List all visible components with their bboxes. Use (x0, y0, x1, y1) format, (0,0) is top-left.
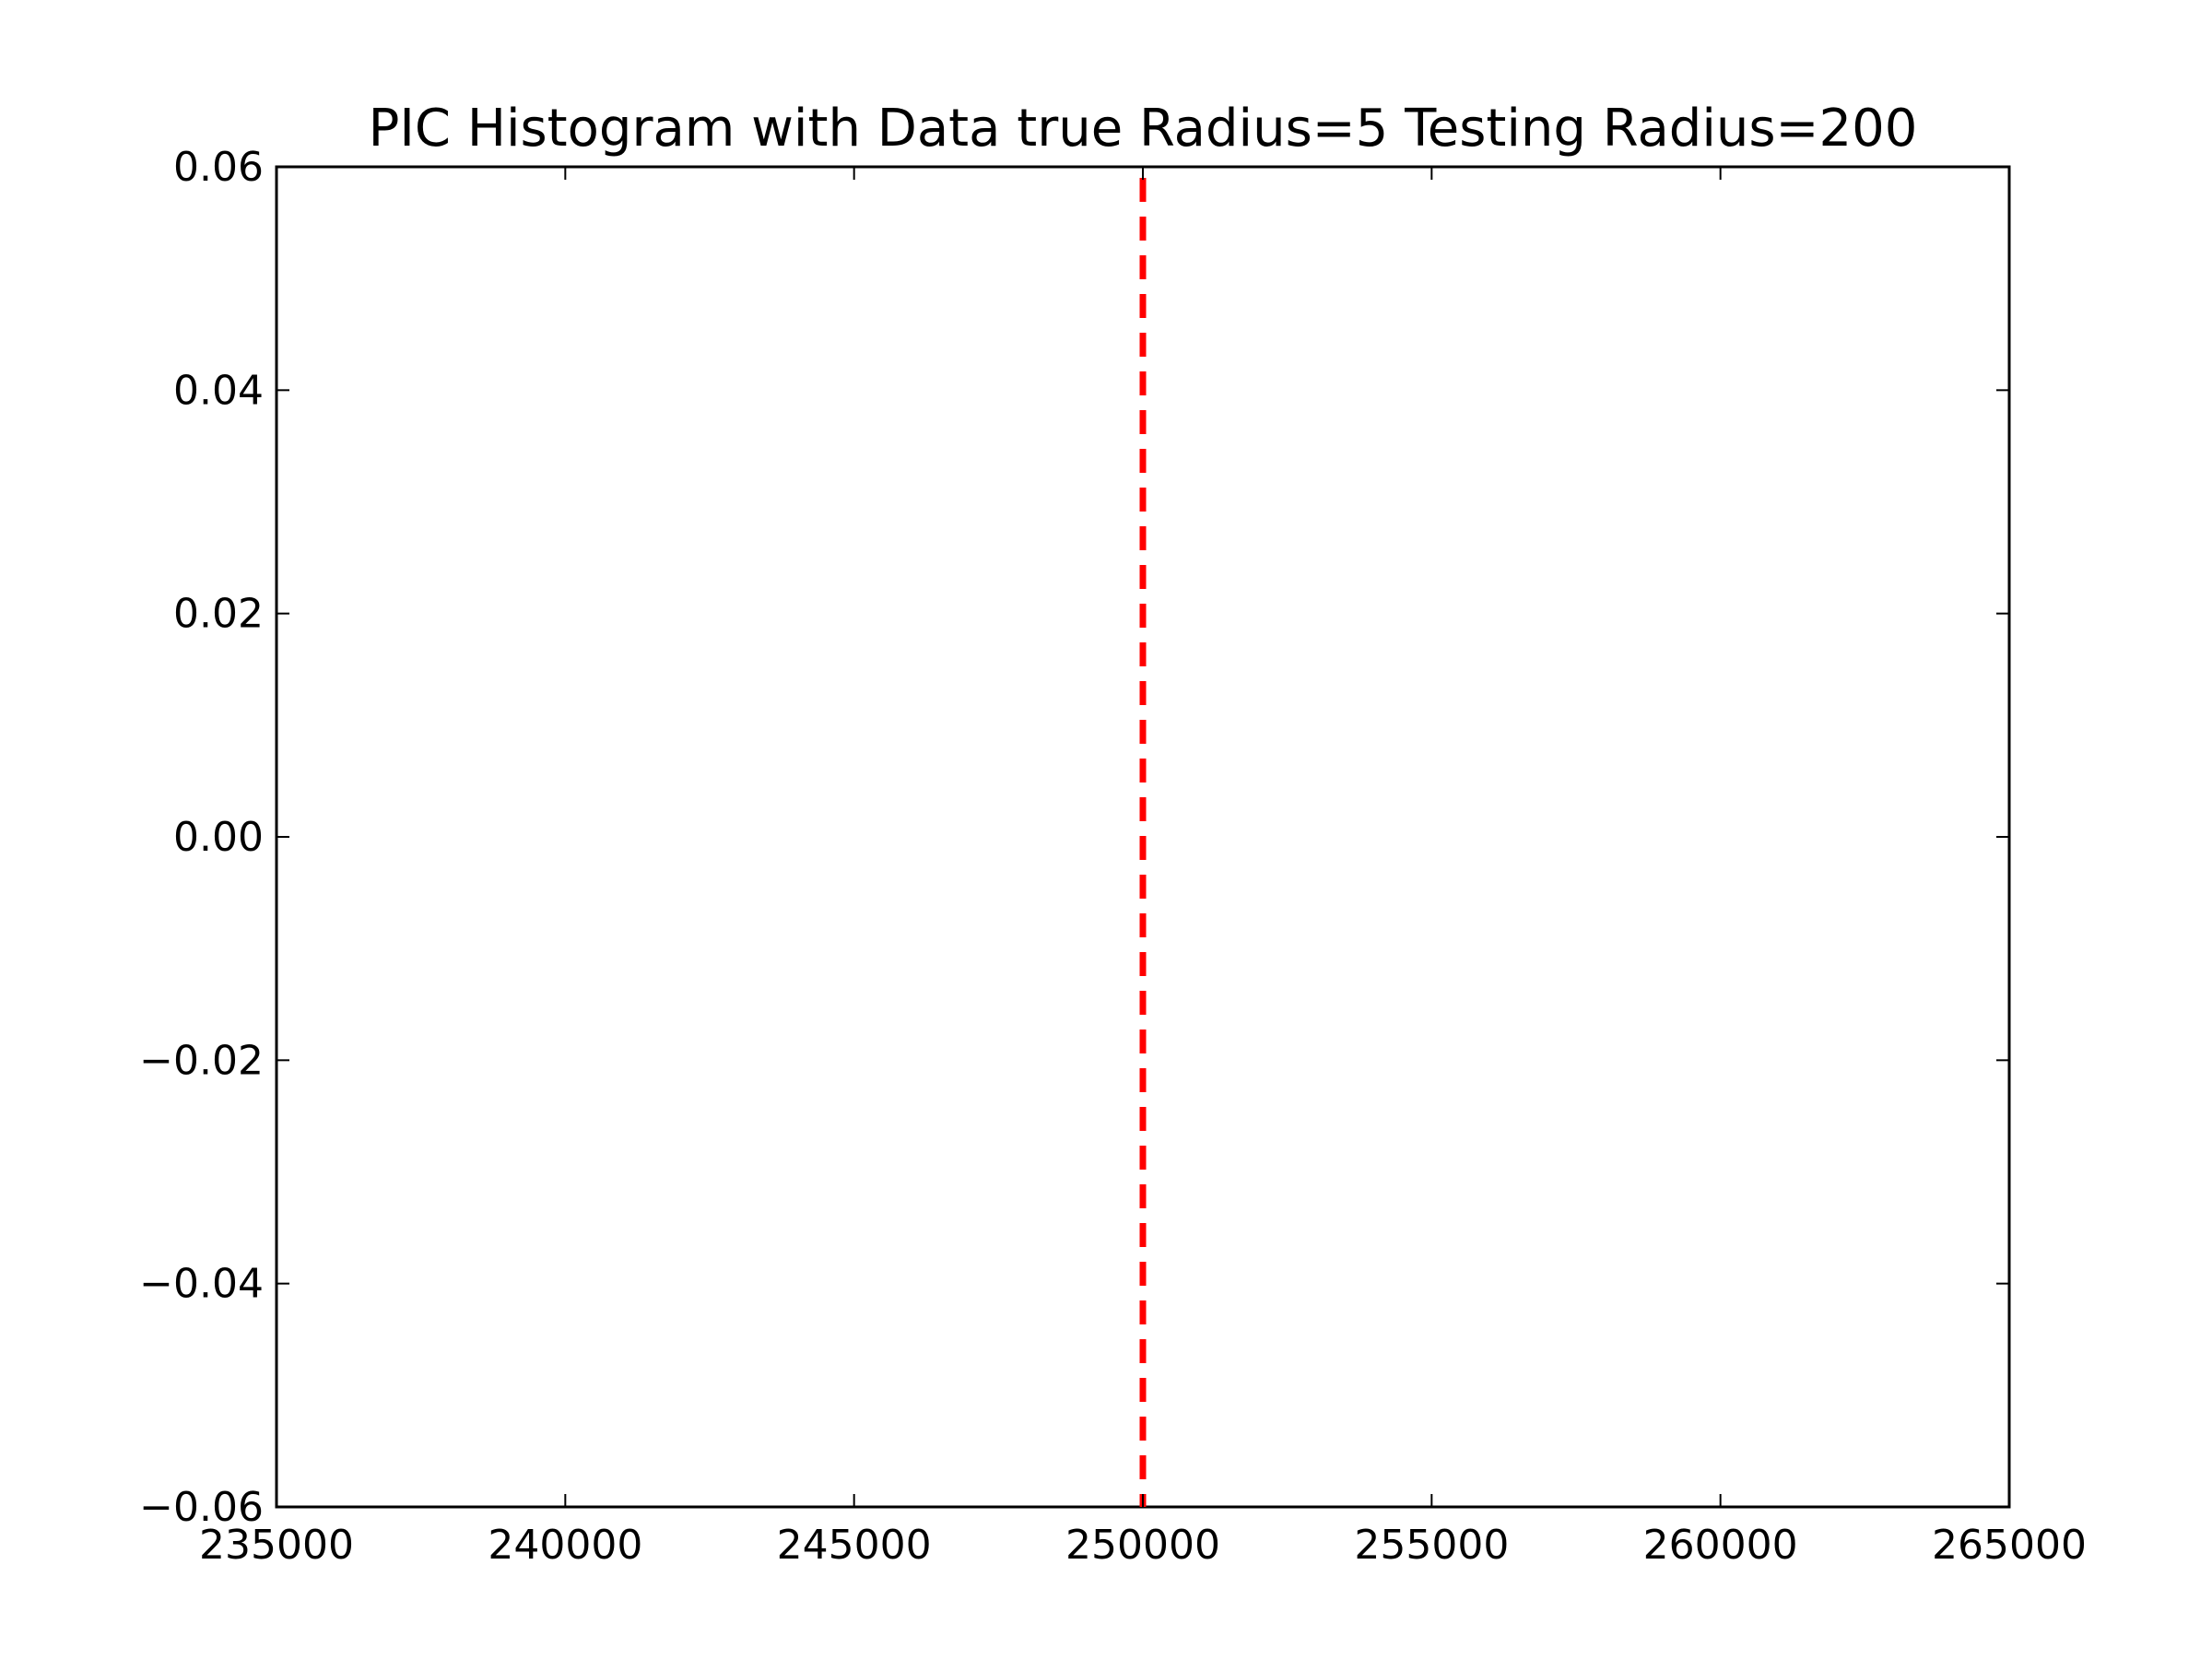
x-tick-label-0: 235000 (199, 1522, 354, 1569)
x-tick-label-3: 250000 (1065, 1522, 1220, 1569)
y-tick-label-3: 0.00 (173, 814, 264, 861)
y-tick-label-2: 0.02 (173, 591, 264, 638)
chart-title: PIC Histogram with Data true Radius=5 Te… (369, 99, 1918, 159)
y-tick-label-0: 0.06 (173, 144, 264, 191)
x-axis: 235000 240000 245000 250000 255000 260000 2650… (199, 167, 2087, 1569)
y-tick-label-6: −0.06 (139, 1484, 264, 1531)
y-tick-label-4: −0.02 (139, 1037, 264, 1084)
y-tick-label-1: 0.04 (173, 367, 264, 414)
y-tick-label-5: −0.04 (139, 1261, 264, 1308)
x-tick-label-2: 245000 (777, 1522, 932, 1569)
x-tick-label-4: 255000 (1354, 1522, 1509, 1569)
x-tick-label-5: 260000 (1643, 1522, 1798, 1569)
x-tick-label-1: 240000 (488, 1522, 642, 1569)
x-tick-label-6: 265000 (1932, 1522, 2087, 1569)
y-axis: 0.06 0.04 0.02 0.00 −0.02 −0.04 −0.06 (139, 144, 2009, 1531)
